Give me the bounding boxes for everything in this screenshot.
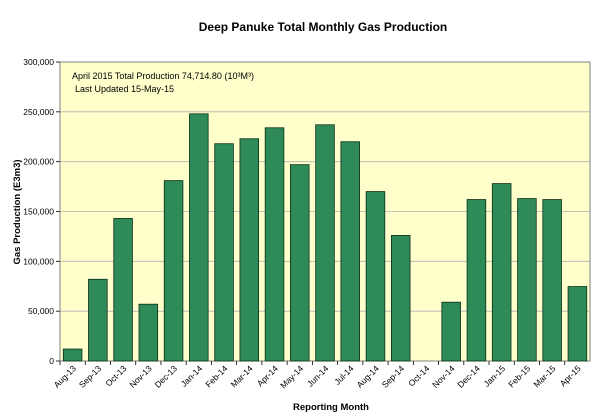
y-tick-label: 150,000 [23, 207, 54, 217]
y-tick-label: 300,000 [23, 57, 54, 67]
x-tick-label: Sep-13 [77, 363, 104, 390]
bar-oct-13 [113, 218, 133, 362]
x-tick-label: Jul-14 [332, 363, 356, 387]
y-tick-label: 200,000 [23, 157, 54, 167]
y-tick-labels: 0 50,000 100,000 150,000 200,000 250,000 300,0… [23, 57, 60, 366]
bar-jul-14 [340, 141, 360, 362]
x-tick-label: Nov-14 [430, 363, 457, 390]
x-tick-label: Aug-13 [52, 363, 79, 390]
y-axis-title: Gas Production (E3m3) [12, 159, 23, 264]
y-tick-label: 100,000 [23, 256, 54, 266]
y-tick-label: 50,000 [28, 306, 54, 316]
bar-mar-14 [239, 138, 260, 362]
x-tick-label: Dec-14 [455, 363, 482, 390]
bar-nov-14 [441, 301, 461, 362]
bar-apr-14 [264, 127, 285, 362]
bar-jun-14 [315, 124, 335, 362]
x-tick-label: Jan-15 [482, 363, 508, 389]
bars [62, 113, 588, 362]
y-tick-label: 0 [49, 356, 54, 366]
annotation-updated: Last Updated 15-May-15 [75, 84, 174, 94]
x-tick-label: Apr-15 [558, 363, 583, 388]
y-tick-label: 250,000 [23, 107, 54, 117]
bar-aug-13 [62, 348, 83, 362]
x-tick-label: Feb-14 [203, 363, 229, 389]
bar-may-14 [290, 164, 310, 362]
bar-dec-13 [163, 180, 184, 362]
bar-feb-15 [517, 198, 537, 362]
bar-sep-13 [88, 278, 108, 362]
bar-apr-15 [567, 286, 588, 362]
x-tick-label: Jun-14 [305, 363, 331, 389]
bar-feb-14 [214, 143, 234, 362]
x-tick-label: Oct-13 [103, 363, 128, 388]
bar-dec-14 [466, 199, 487, 362]
bar-sep-14 [390, 235, 411, 362]
x-tick-label: Jan-14 [179, 363, 205, 389]
bar-jan-14 [189, 113, 209, 362]
x-axis-title: Reporting Month [293, 402, 369, 413]
x-tick-label: Dec-13 [153, 363, 180, 390]
x-tick-label: Apr-14 [255, 363, 280, 388]
x-tick-label: Sep-14 [380, 363, 407, 390]
bar-mar-15 [542, 199, 562, 362]
x-tick-label: Feb-15 [506, 363, 532, 389]
x-tick-label: Nov-13 [127, 363, 154, 390]
x-tick-label: Mar-14 [229, 363, 255, 389]
bar-aug-14 [365, 191, 386, 362]
x-tick-label: Oct-14 [406, 363, 431, 388]
x-tick-label: May-14 [278, 363, 305, 390]
chart-title: Deep Panuke Total Monthly Gas Production [199, 20, 447, 34]
x-tick-label: Aug-14 [354, 363, 381, 390]
annotation-total: April 2015 Total Production 74,714.80 (1… [72, 71, 254, 81]
bar-jan-15 [491, 183, 512, 362]
bar-nov-13 [138, 303, 159, 362]
x-tick-label: Mar-15 [531, 363, 557, 389]
